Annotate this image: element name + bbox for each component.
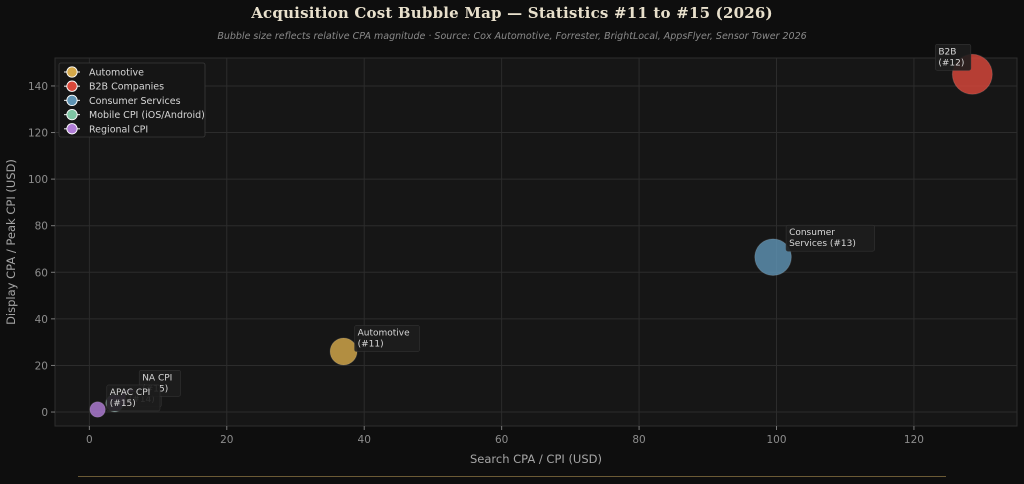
y-tick-label: 120 bbox=[28, 128, 48, 140]
y-tick-label: 140 bbox=[28, 81, 48, 93]
legend-entry: Consumer Services bbox=[64, 94, 181, 107]
legend-label: Consumer Services bbox=[89, 96, 181, 107]
x-tick-label: 0 bbox=[86, 434, 93, 446]
y-tick-label: 0 bbox=[41, 407, 48, 419]
bubble bbox=[89, 401, 106, 418]
legend-marker bbox=[66, 66, 78, 78]
legend-marker bbox=[66, 123, 78, 135]
legend-marker bbox=[66, 80, 78, 92]
bubble-label-text: B2B bbox=[938, 47, 956, 57]
bubble-label: Automotive(#11) bbox=[354, 325, 420, 352]
legend-box bbox=[58, 62, 206, 138]
legend-label: Mobile CPI (iOS/Android) bbox=[89, 110, 205, 121]
bubble-label-text: Consumer bbox=[789, 228, 835, 238]
bubble-label-text: (#11) bbox=[358, 339, 384, 349]
y-tick-label: 80 bbox=[35, 221, 48, 233]
legend-label: Regional CPI bbox=[89, 124, 148, 135]
chart-subtitle: Bubble size reflects relative CPA magnit… bbox=[217, 31, 807, 42]
bubble-label-text: Services (#13) bbox=[789, 239, 856, 249]
bubble bbox=[754, 238, 792, 276]
bubble-label-text: Automotive bbox=[358, 328, 411, 338]
bubble-label: B2B(#12) bbox=[935, 44, 972, 71]
legend-label: Automotive bbox=[89, 68, 144, 79]
y-tick-label: 60 bbox=[35, 267, 48, 279]
x-tick-label: 40 bbox=[358, 434, 371, 446]
y-tick-label: 100 bbox=[28, 174, 48, 186]
x-tick-label: 100 bbox=[766, 434, 786, 446]
bubble bbox=[329, 337, 358, 366]
bubble-label-text: NA CPI bbox=[142, 373, 172, 383]
y-axis-label: Display CPA / Peak CPI (USD) bbox=[4, 159, 18, 325]
legend-entry: Automotive bbox=[64, 66, 144, 79]
x-tick-label: 20 bbox=[220, 434, 233, 446]
legend-marker bbox=[66, 108, 78, 121]
x-axis-label: Search CPA / CPI (USD) bbox=[470, 452, 602, 466]
bubble-labels-layer: Automotive(#11) B2B(#12) ConsumerServices … bbox=[106, 44, 972, 412]
chart-title: Acquisition Cost Bubble Map — Statistics… bbox=[251, 4, 773, 22]
bubble-label-text: (#15) bbox=[110, 399, 136, 409]
axis-ticks: 0 20 40 60 80 100 120 0 20 40 60 80 100 120 140 bbox=[28, 81, 924, 446]
legend-marker bbox=[66, 94, 78, 107]
bubble-label-text: APAC CPI bbox=[110, 388, 151, 398]
x-tick-label: 60 bbox=[495, 434, 508, 446]
x-tick-label: 80 bbox=[632, 434, 645, 446]
x-tick-label: 120 bbox=[904, 434, 924, 446]
legend: Automotive B2B Companies Consumer Services… bbox=[58, 62, 206, 138]
bubble-label: APAC CPI(#15) bbox=[106, 384, 161, 412]
legend-entry: B2B Companies bbox=[64, 80, 164, 93]
y-tick-label: 40 bbox=[35, 314, 48, 326]
legend-label: B2B Companies bbox=[89, 82, 164, 93]
legend-entry: Regional CPI bbox=[64, 123, 148, 135]
bottom-rule bbox=[78, 476, 946, 477]
y-tick-label: 20 bbox=[35, 360, 48, 372]
legend-entry: Mobile CPI (iOS/Android) bbox=[64, 108, 205, 121]
bubble-label-text: (#12) bbox=[938, 58, 964, 68]
